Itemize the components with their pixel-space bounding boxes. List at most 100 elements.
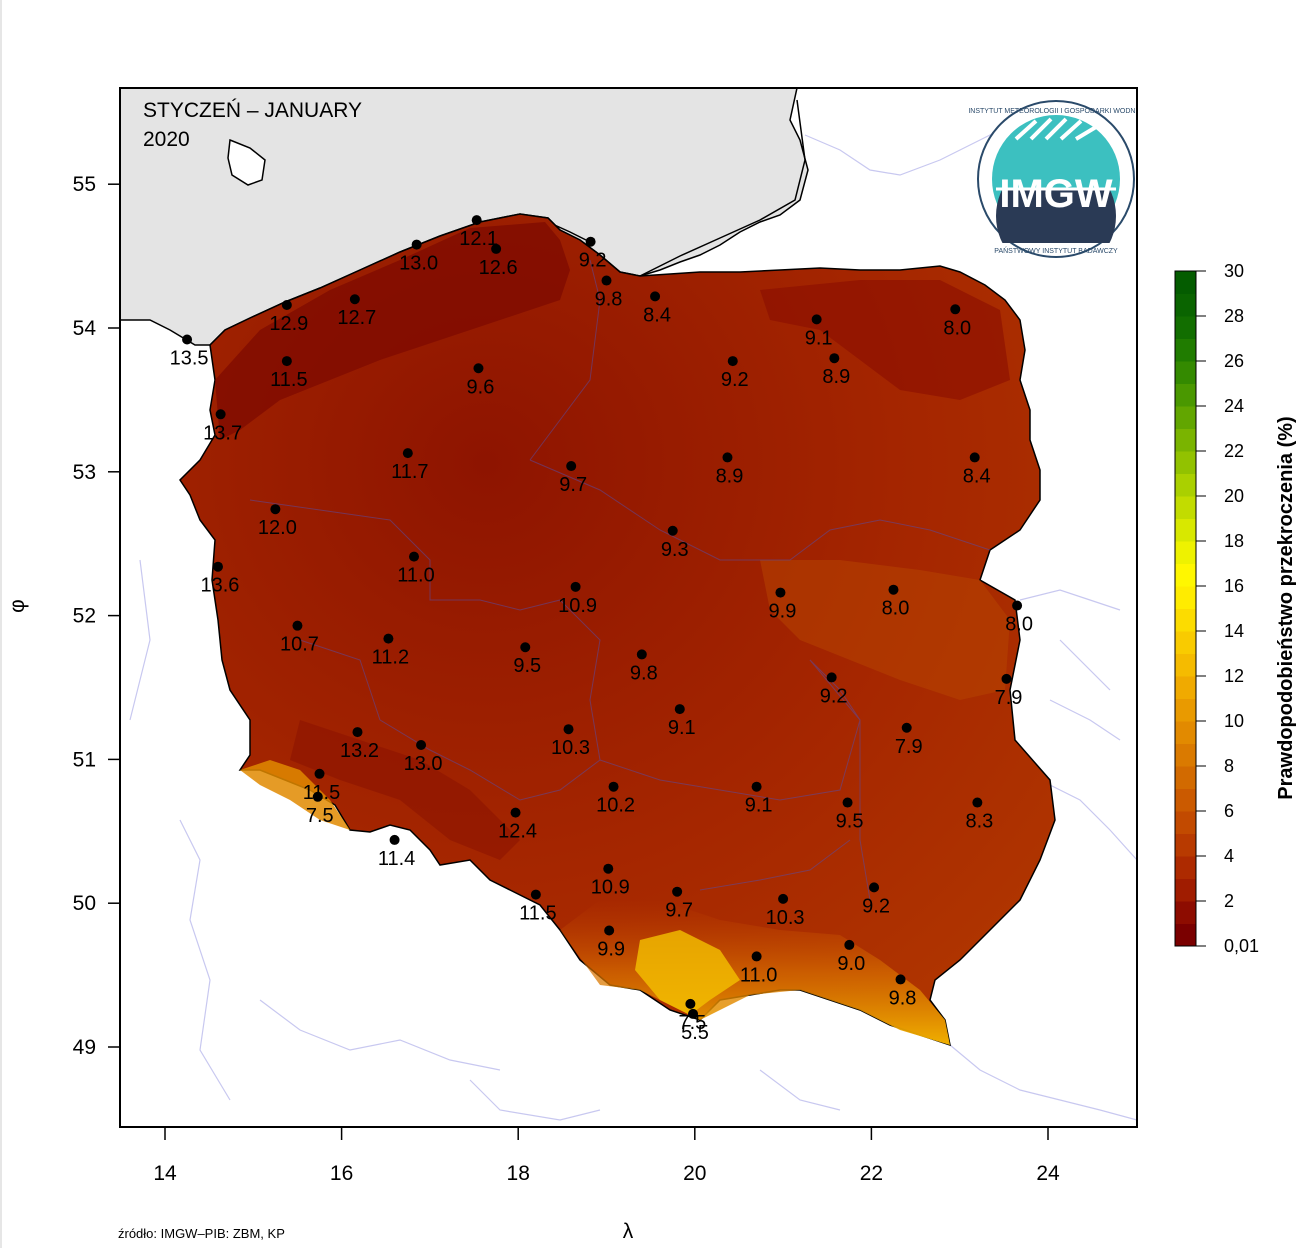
legend-tick-label: 2 bbox=[1224, 891, 1234, 911]
station-value-label: 13.0 bbox=[399, 253, 438, 275]
station-value-label: 10.3 bbox=[766, 907, 805, 929]
station-point bbox=[471, 215, 482, 226]
y-tick-label: 54 bbox=[73, 317, 97, 340]
logo-ring-top-text: INSTYTUT METEOROLOGII I GOSPODARKI WODNE… bbox=[968, 108, 1143, 115]
station-point bbox=[212, 561, 223, 572]
legend-color-step bbox=[1175, 293, 1196, 317]
legend-color-step bbox=[1175, 406, 1196, 429]
station-point bbox=[895, 974, 906, 985]
station-point bbox=[869, 882, 880, 893]
station-point bbox=[409, 551, 420, 562]
station-point bbox=[520, 642, 531, 653]
station-value-label: 13.0 bbox=[404, 753, 443, 775]
station-point bbox=[636, 649, 647, 660]
legend-color-step bbox=[1175, 833, 1196, 857]
station-point bbox=[674, 704, 685, 715]
station-point bbox=[566, 461, 577, 472]
station-value-label: 11.0 bbox=[397, 565, 434, 587]
legend-tick-label: 28 bbox=[1224, 306, 1244, 326]
legend-tick-label: 4 bbox=[1224, 846, 1234, 866]
y-tick-label: 55 bbox=[73, 173, 96, 196]
station-point bbox=[969, 452, 980, 463]
x-tick-label: 24 bbox=[1036, 1162, 1060, 1185]
station-point bbox=[510, 807, 521, 818]
legend-color-step bbox=[1175, 721, 1196, 744]
station-point bbox=[389, 834, 400, 845]
station-point bbox=[601, 275, 612, 286]
station-value-label: 11.5 bbox=[303, 782, 340, 804]
station-point bbox=[604, 925, 615, 936]
logo-text: IMGW bbox=[999, 172, 1113, 216]
legend-color-step bbox=[1175, 608, 1196, 632]
station-point bbox=[281, 299, 292, 310]
legend-color-step bbox=[1175, 743, 1196, 767]
legend-tick-label: 8 bbox=[1224, 756, 1234, 776]
x-axis: 14 16 18 20 22 24 bbox=[153, 1126, 1060, 1185]
station-value-label: 13.6 bbox=[201, 575, 240, 597]
neighbour-borders bbox=[129, 124, 1137, 1121]
station-value-label: 9.3 bbox=[661, 539, 689, 561]
station-value-label: 9.7 bbox=[559, 474, 587, 496]
station-point bbox=[349, 294, 360, 305]
legend-color-step bbox=[1175, 383, 1196, 407]
legend-color-step bbox=[1175, 631, 1196, 654]
station-value-label: 13.7 bbox=[203, 422, 242, 444]
station-point bbox=[901, 722, 912, 733]
station-point bbox=[383, 633, 394, 644]
station-point bbox=[751, 951, 762, 962]
station-point bbox=[842, 797, 853, 808]
station-point bbox=[473, 363, 484, 374]
legend-color-step bbox=[1175, 563, 1196, 587]
legend-color-step bbox=[1175, 653, 1196, 677]
station-value-label: 12.7 bbox=[337, 307, 376, 329]
legend-color-step bbox=[1175, 451, 1196, 474]
station-point bbox=[1001, 673, 1012, 684]
station-value-label: 10.3 bbox=[551, 737, 590, 759]
station-value-label: 9.2 bbox=[721, 369, 749, 391]
legend: 30 28 26 24 22 20 18 16 14 12 10 8 6 4 2 0,01 Prawdopod… bbox=[1174, 261, 1297, 956]
legend-color-step bbox=[1175, 901, 1196, 924]
x-axis-label: λ bbox=[623, 1220, 634, 1243]
x-tick-label: 14 bbox=[153, 1162, 177, 1185]
station-value-label: 9.1 bbox=[745, 795, 773, 817]
station-point bbox=[416, 740, 427, 751]
station-point bbox=[352, 727, 363, 738]
legend-color-step bbox=[1175, 271, 1196, 294]
station-value-label: 7.9 bbox=[895, 736, 923, 758]
station-value-label: 11.7 bbox=[391, 461, 428, 483]
legend-color-step bbox=[1175, 541, 1196, 564]
station-point bbox=[570, 581, 581, 592]
station-value-label: 11.5 bbox=[519, 903, 556, 925]
station-value-label: 7.5 bbox=[306, 805, 334, 827]
legend-color-step bbox=[1175, 473, 1196, 497]
y-tick-label: 53 bbox=[73, 461, 96, 484]
legend-tick-label: 30 bbox=[1224, 261, 1244, 281]
y-tick-label: 52 bbox=[73, 605, 96, 628]
legend-color-step bbox=[1175, 518, 1196, 542]
station-value-label: 9.1 bbox=[668, 717, 696, 739]
y-tick-label: 50 bbox=[73, 892, 96, 915]
station-point bbox=[530, 889, 541, 900]
station-value-label: 9.9 bbox=[597, 939, 625, 961]
map-panel: 12.1 12.6 13.0 9.2 9.8 8.4 12.9 12.7 13.5 11.5 9.6… bbox=[120, 88, 1143, 1121]
station-value-label: 9.6 bbox=[467, 376, 495, 398]
station-point bbox=[215, 409, 226, 420]
legend-color-step bbox=[1175, 878, 1196, 902]
legend-tick-label: 22 bbox=[1224, 441, 1244, 461]
station-value-label: 8.4 bbox=[963, 465, 991, 487]
station-value-label: 9.2 bbox=[862, 895, 890, 917]
y-tick-label: 49 bbox=[73, 1036, 96, 1059]
station-value-label: 10.9 bbox=[591, 877, 630, 899]
legend-tick-label: 12 bbox=[1224, 666, 1244, 686]
station-value-label: 9.5 bbox=[836, 811, 864, 833]
station-point bbox=[667, 525, 678, 536]
legend-color-step bbox=[1175, 338, 1196, 362]
legend-color-step bbox=[1175, 788, 1196, 812]
station-value-label: 12.6 bbox=[479, 257, 518, 279]
station-value-label: 5.5 bbox=[681, 1022, 709, 1044]
legend-tick-label: 14 bbox=[1224, 621, 1244, 641]
legend-color-step bbox=[1175, 316, 1196, 339]
station-point bbox=[751, 781, 762, 792]
station-point bbox=[312, 791, 323, 802]
probability-shading bbox=[215, 222, 1010, 1045]
